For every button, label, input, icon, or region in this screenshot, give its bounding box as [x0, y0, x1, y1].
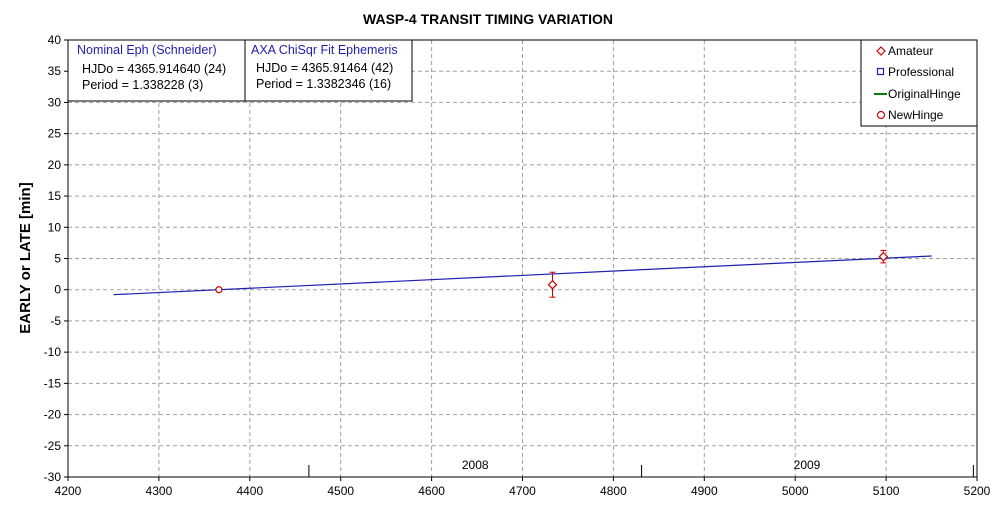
y-tick-label: 15 — [48, 189, 62, 203]
x-tick-label: 5100 — [873, 484, 900, 498]
y-tick-label: 40 — [48, 33, 62, 47]
y-tick-label: 5 — [54, 252, 61, 266]
info-box-nominal — [67, 39, 246, 102]
year-label: 2009 — [794, 458, 821, 472]
info-box-fit-title: AXA ChiSqr Fit Ephemeris — [251, 43, 398, 57]
info-box-fit — [244, 39, 413, 102]
chart-title: WASP-4 TRANSIT TIMING VARIATION — [363, 11, 613, 27]
y-tick-label: -25 — [44, 439, 62, 453]
y-tick-label: 10 — [48, 220, 62, 234]
year-markers: 2008 2009 — [308, 458, 974, 477]
y-tick-label: 35 — [48, 64, 62, 78]
data-point-amateur — [878, 251, 889, 262]
legend-professional-square-icon — [876, 67, 885, 76]
legend-amateur-diamond-icon — [876, 46, 886, 56]
x-tick-label: 4600 — [418, 484, 445, 498]
legend: Amateur Professional OriginalHinge NewHi… — [860, 39, 978, 127]
info-box-nominal-title: Nominal Eph (Schneider) — [77, 43, 217, 57]
legend-newhinge-circle-icon — [876, 110, 886, 120]
data-layer — [113, 249, 932, 298]
y-tick-label: 25 — [48, 127, 62, 141]
y-tick-label: -30 — [44, 470, 62, 484]
y-tick-label: 30 — [48, 95, 62, 109]
x-tick-label: 4800 — [600, 484, 627, 498]
legend-amateur-label: Amateur — [888, 44, 933, 58]
ephemeris-info-boxes: Nominal Eph (Schneider) HJDo = 4365.9146… — [67, 39, 413, 102]
legend-originalhinge-label: OriginalHinge — [888, 87, 961, 101]
x-tick-label: 4500 — [327, 484, 354, 498]
x-tick-label: 4200 — [55, 484, 82, 498]
y-tick-label: 20 — [48, 158, 62, 172]
x-tick-label: 5200 — [964, 484, 991, 498]
y-axis-label: EARLY or LATE [min] — [17, 182, 34, 333]
grid — [68, 40, 977, 477]
y-tick-label: 0 — [54, 283, 61, 297]
legend-professional-label: Professional — [888, 65, 954, 79]
fit-ephemeris-line — [113, 255, 932, 296]
info-box-fit-line-1: HJDo = 4365.91464 (42) — [256, 61, 393, 75]
y-tick-label: -15 — [44, 376, 62, 390]
x-tick-label: 5000 — [782, 484, 809, 498]
info-box-nominal-line-1: HJDo = 4365.914640 (24) — [82, 62, 226, 76]
x-tick-label: 4700 — [509, 484, 536, 498]
legend-newhinge-label: NewHinge — [888, 108, 944, 122]
x-tick-label: 4300 — [146, 484, 173, 498]
year-label: 2008 — [462, 458, 489, 472]
info-box-fit-line-2: Period = 1.3382346 (16) — [256, 77, 391, 91]
data-point-amateur — [547, 279, 558, 290]
data-point-newhinge — [215, 286, 223, 294]
x-tick-label: 4900 — [691, 484, 718, 498]
y-tick-label: -10 — [44, 345, 62, 359]
info-box-nominal-line-2: Period = 1.338228 (3) — [82, 78, 203, 92]
x-tick-label: 4400 — [236, 484, 263, 498]
y-tick-label: -5 — [50, 314, 61, 328]
y-tick-label: -20 — [44, 408, 62, 422]
